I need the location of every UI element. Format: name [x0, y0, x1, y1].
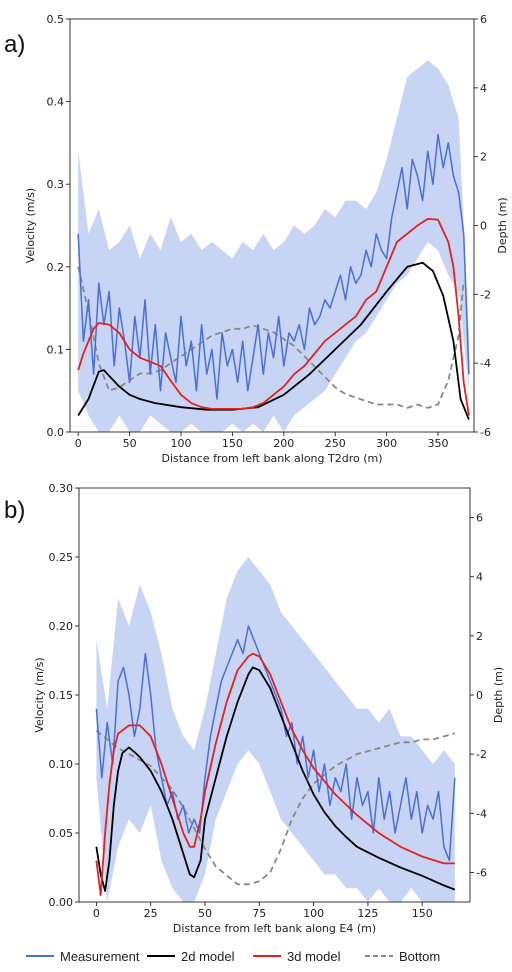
series-line-bottom: [95, 729, 456, 886]
panel-label: a): [4, 31, 25, 58]
x-tick-label: 50: [123, 437, 137, 450]
y2-tick-label: 0: [480, 220, 487, 233]
x-tick-label: 125: [357, 907, 378, 920]
legend: Measurement 2d model 3d model Bottom: [26, 949, 440, 964]
x-tick-label: 150: [222, 437, 243, 450]
y-tick-label: 0.3: [47, 178, 65, 191]
x-tick-label: 200: [273, 437, 294, 450]
y-tick-label: 0.4: [47, 96, 65, 109]
y-axis-label: Velocity (m/s): [24, 188, 37, 263]
x-tick-label: 100: [171, 437, 192, 450]
y2-tick-label: -2: [476, 748, 487, 761]
x-axis-label: Distance from left bank along T2dro (m): [161, 452, 382, 465]
series-line-bottom: [77, 266, 465, 409]
legend-label: 2d model: [181, 949, 235, 964]
y2-tick-label: -2: [480, 288, 491, 301]
measurement-range-band: [78, 60, 469, 432]
x-tick-label: 0: [75, 437, 82, 450]
series-line-2d-model: [77, 261, 470, 420]
series-line-2d-model: [95, 666, 456, 892]
x-tick-label: 350: [428, 437, 449, 450]
y2-tick-label: -6: [480, 426, 491, 439]
series-line-3d-model: [77, 218, 470, 416]
y-tick-label: 0.2: [47, 261, 65, 274]
y2-tick-label: -4: [476, 807, 487, 820]
y2-tick-label: 6: [480, 13, 487, 26]
y2-tick-label: 4: [480, 82, 487, 95]
x-tick-label: 0: [93, 907, 100, 920]
y2-tick-label: 2: [480, 151, 487, 164]
y-tick-label: 0.15: [49, 689, 74, 702]
y-tick-label: 0.20: [49, 620, 74, 633]
legend-label: Bottom: [399, 949, 440, 964]
x-axis-label: Distance from left bank along E4 (m): [173, 922, 376, 935]
x-tick-label: 150: [412, 907, 433, 920]
y-tick-label: 0.0: [47, 426, 65, 439]
x-tick-label: 25: [144, 907, 158, 920]
chart-panel-a: 0 50 100 150 200 250 300 350 0.0 0.1 0.2 0.3 0.4 0.5 -…: [4, 13, 509, 465]
plot-area: [95, 557, 456, 902]
y-axis-label: Velocity (m/s): [33, 657, 46, 732]
series-line-3d-model: [95, 652, 455, 896]
y2-axis-label: Depth (m): [496, 197, 509, 253]
series-line-measurement: [77, 133, 470, 400]
y2-tick-label: -6: [476, 866, 487, 879]
y2-tick-label: 4: [476, 571, 483, 584]
y-tick-label: 0.25: [49, 551, 74, 564]
chart-panel-b: 0 25 50 75 100 125 150 0.00 0.05 0.10 0.15 0.20 0.25…: [4, 482, 505, 935]
y2-tick-label: 0: [476, 689, 483, 702]
legend-label: 3d model: [287, 949, 341, 964]
y2-tick-label: 6: [476, 512, 483, 525]
plot-area: [77, 60, 470, 432]
panel-label: b): [4, 497, 25, 524]
y-tick-label: 0.05: [49, 827, 74, 840]
y-tick-label: 0.10: [49, 758, 74, 771]
x-tick-label: 75: [252, 907, 266, 920]
y-tick-label: 0.00: [49, 896, 74, 909]
x-tick-label: 250: [325, 437, 346, 450]
legend-label: Measurement: [60, 949, 140, 964]
x-tick-label: 100: [303, 907, 324, 920]
y2-tick-label: 2: [476, 630, 483, 643]
x-tick-label: 300: [376, 437, 397, 450]
x-tick-label: 50: [198, 907, 212, 920]
y-tick-label: 0.30: [49, 482, 74, 495]
y-tick-label: 0.5: [47, 13, 65, 26]
y-tick-label: 0.1: [47, 343, 65, 356]
y2-axis-label: Depth (m): [492, 667, 505, 723]
y2-tick-label: -4: [480, 357, 491, 370]
